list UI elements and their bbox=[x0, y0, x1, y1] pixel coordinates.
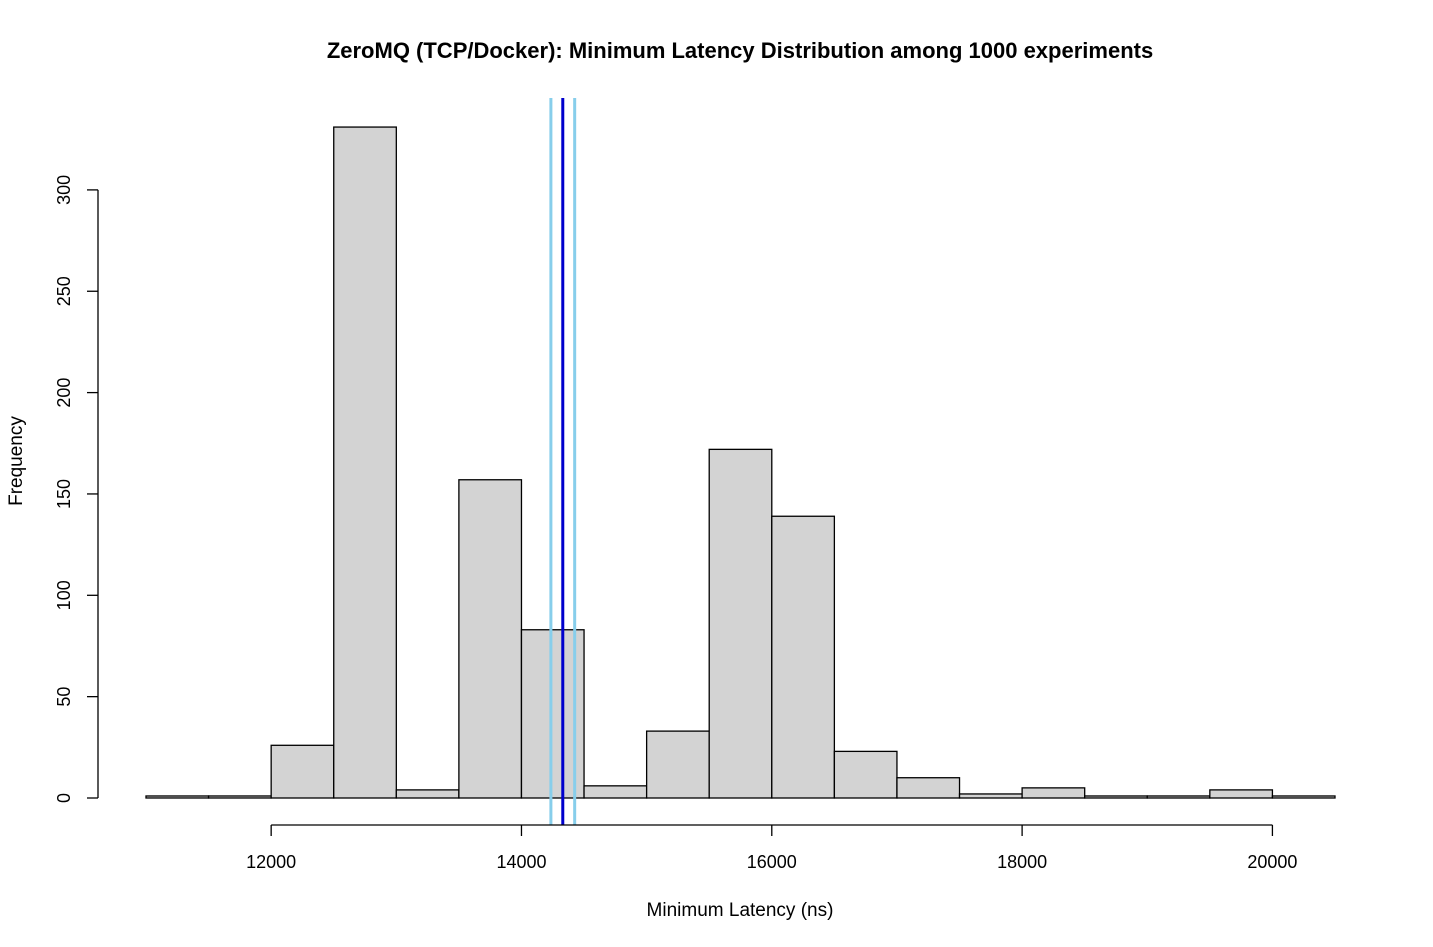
histogram-bar-10 bbox=[771, 515, 836, 799]
histogram-bar-11 bbox=[833, 750, 898, 799]
histogram-bar-8 bbox=[645, 730, 710, 799]
histogram-bar-3 bbox=[333, 126, 397, 799]
histogram-bar-18 bbox=[1271, 795, 1336, 799]
histogram-bar-12 bbox=[896, 777, 961, 799]
x-tick-label-4: 20000 bbox=[1247, 852, 1297, 872]
reference-lines bbox=[549, 98, 577, 825]
chart-title: ZeroMQ (TCP/Docker): Minimum Latency Dis… bbox=[327, 38, 1153, 63]
histogram-bar-7 bbox=[583, 785, 648, 799]
y-axis-label: Frequency bbox=[6, 416, 27, 506]
x-tick-label-1: 14000 bbox=[496, 852, 546, 872]
histogram-bar-0 bbox=[145, 795, 210, 799]
x-axis-label: Minimum Latency (ns) bbox=[647, 900, 834, 921]
histogram-bar-15 bbox=[1084, 795, 1148, 799]
y-tick-label-5: 250 bbox=[54, 276, 74, 306]
histogram-bar-14 bbox=[1021, 787, 1086, 799]
y-tick-label-2: 100 bbox=[54, 580, 74, 610]
y-tick-label-4: 200 bbox=[54, 378, 74, 408]
histogram-bars bbox=[145, 126, 1336, 799]
x-axis: 12000 14000 16000 18000 20000 bbox=[246, 824, 1297, 872]
y-tick-label-6: 300 bbox=[54, 175, 74, 205]
histogram-bar-4 bbox=[395, 789, 460, 799]
x-tick-label-0: 12000 bbox=[246, 852, 296, 872]
histogram-bar-5 bbox=[458, 479, 523, 799]
histogram-bar-13 bbox=[958, 793, 1023, 799]
histogram-bar-1 bbox=[207, 795, 272, 799]
y-tick-label-3: 150 bbox=[54, 479, 74, 509]
y-tick-label-1: 50 bbox=[54, 687, 74, 707]
histogram-bar-16 bbox=[1146, 795, 1211, 799]
y-axis: 0 50 100 150 200 250 300 bbox=[54, 175, 99, 803]
histogram-bar-17 bbox=[1209, 789, 1274, 799]
histogram-bar-2 bbox=[270, 744, 335, 799]
histogram-bar-9 bbox=[708, 448, 773, 799]
x-tick-label-3: 18000 bbox=[997, 852, 1047, 872]
x-tick-label-2: 16000 bbox=[747, 852, 797, 872]
y-tick-label-0: 0 bbox=[54, 793, 74, 803]
